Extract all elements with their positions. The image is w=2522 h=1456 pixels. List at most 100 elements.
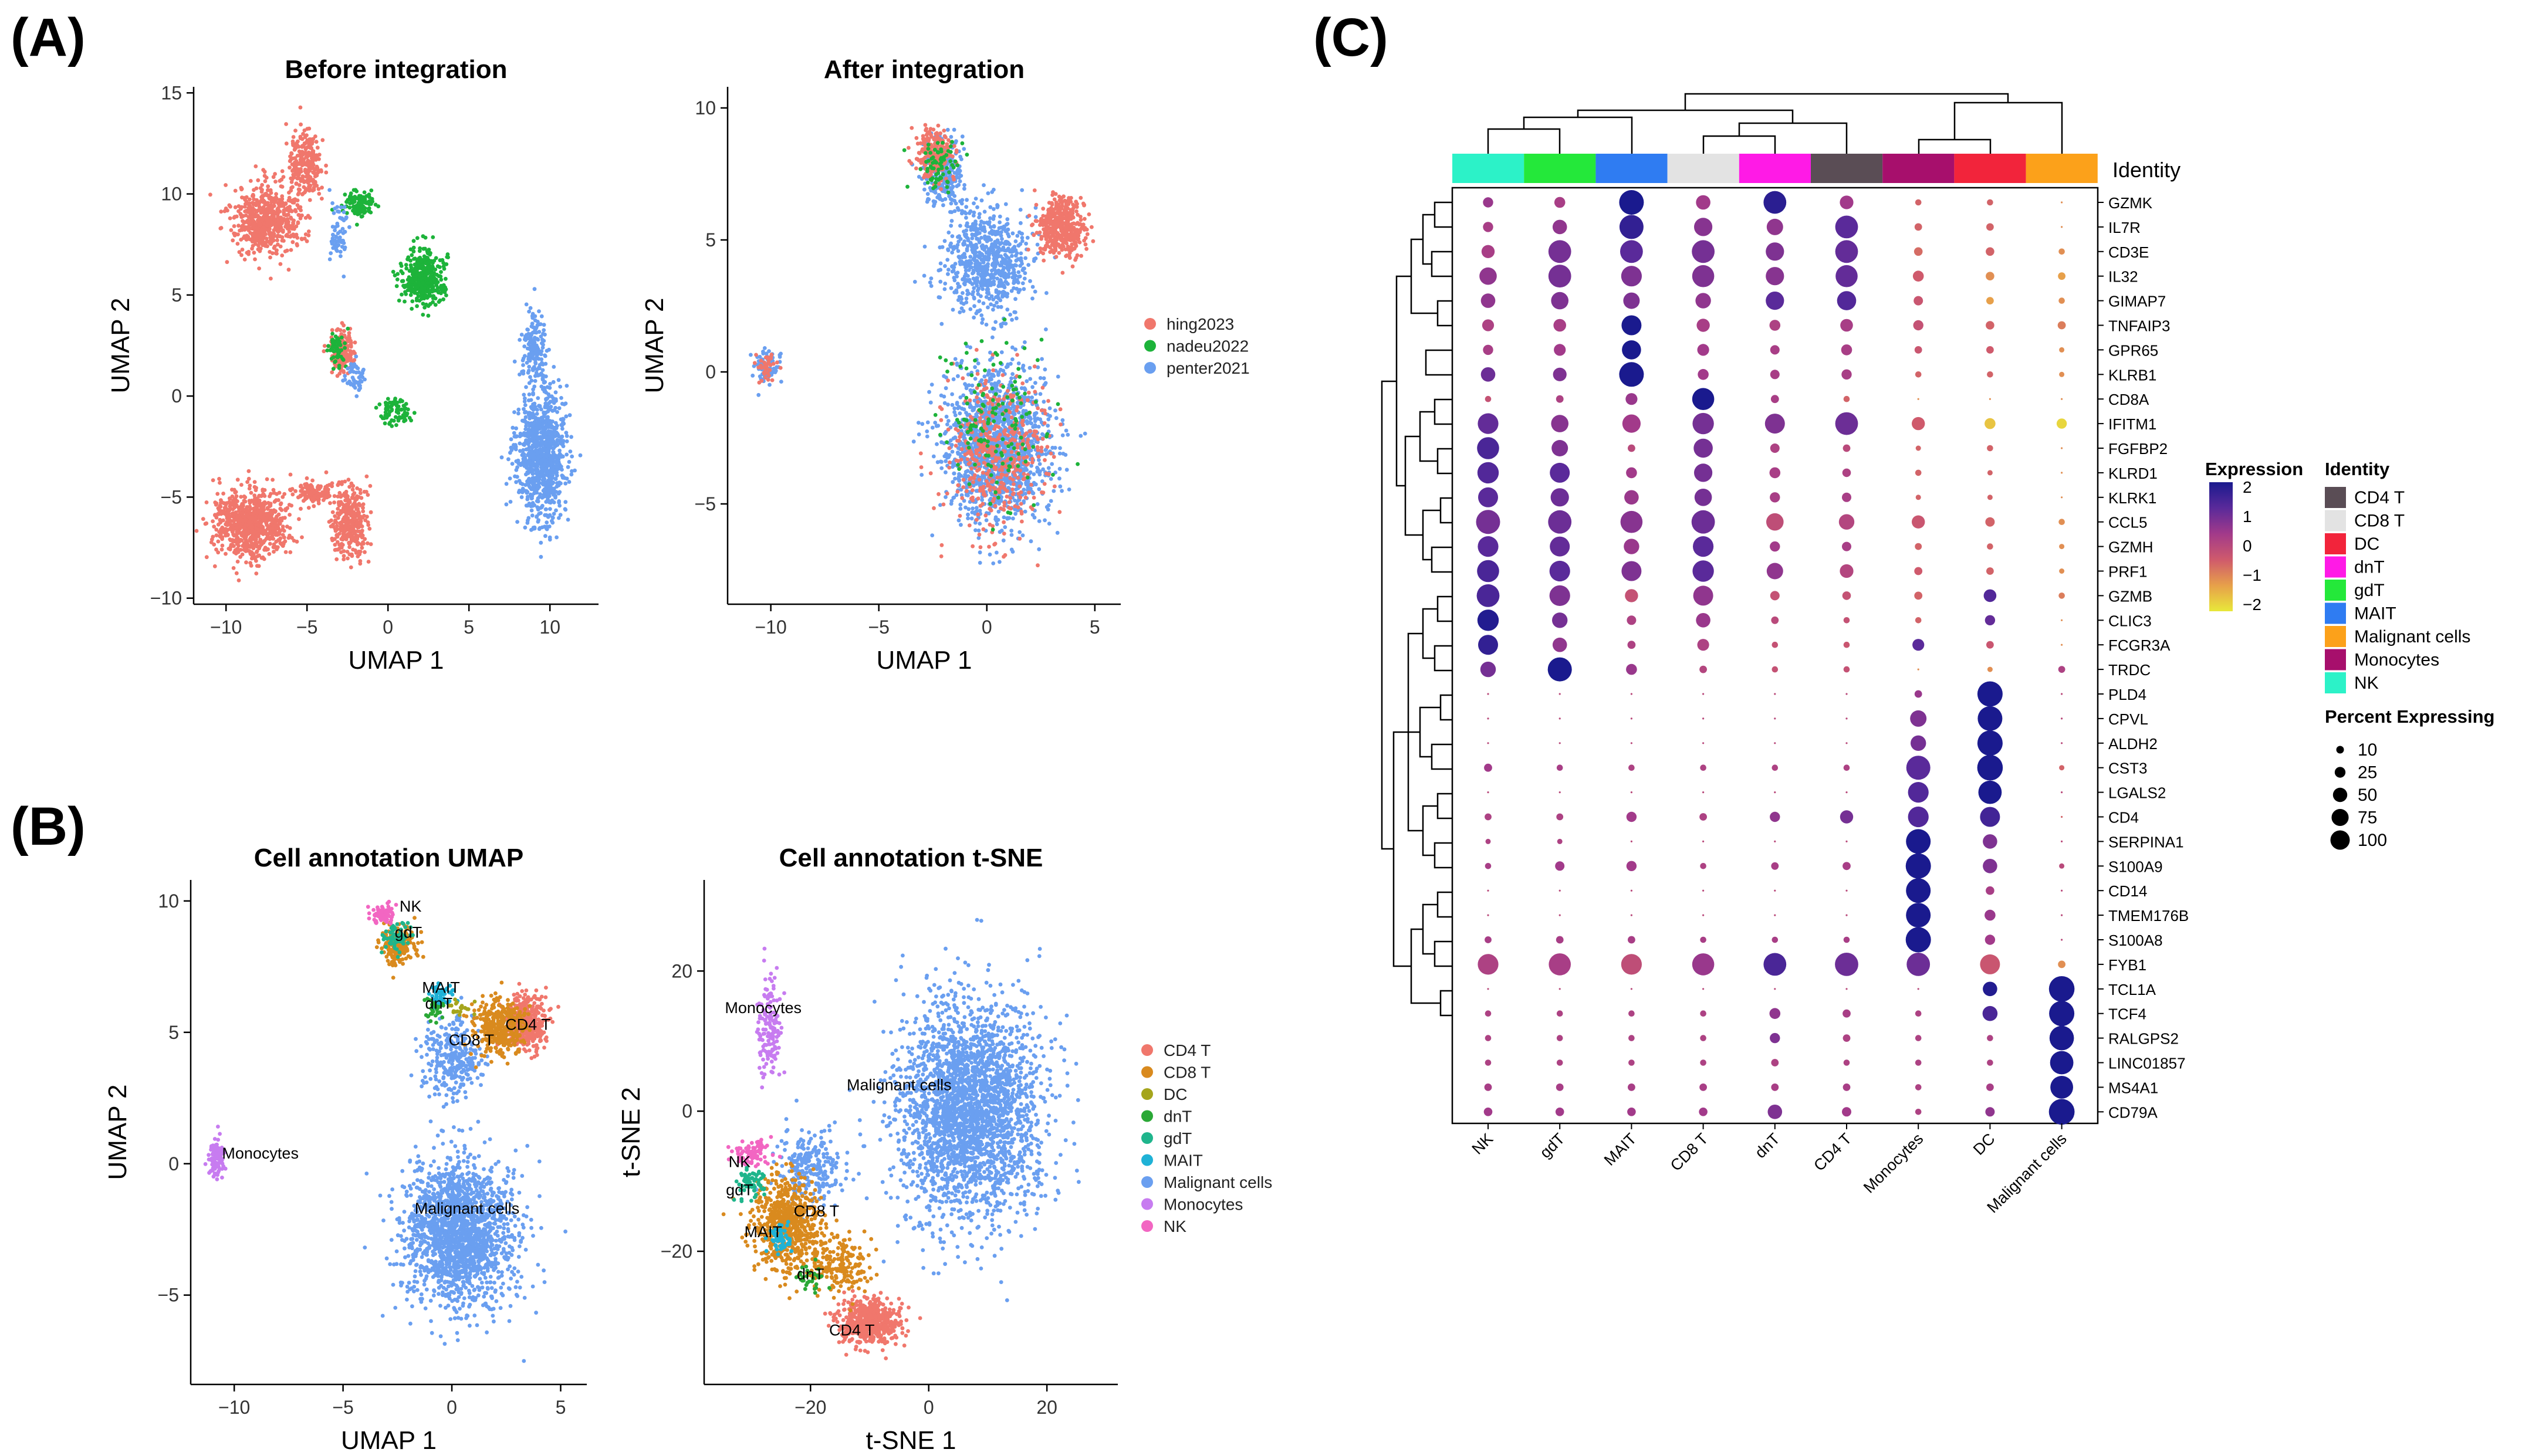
- y-tick-label: −10: [150, 588, 182, 609]
- y-tick-label: 0: [171, 385, 182, 407]
- data-point: [364, 194, 369, 198]
- data-point: [409, 418, 413, 423]
- data-point: [523, 403, 528, 407]
- data-point: [543, 353, 547, 358]
- data-point: [535, 505, 540, 509]
- data-point: [252, 226, 257, 231]
- data-point: [290, 492, 295, 497]
- data-point: [346, 556, 350, 561]
- data-point: [276, 206, 280, 211]
- data-point: [268, 226, 272, 231]
- data-point: [367, 206, 371, 211]
- data-point: [247, 237, 252, 241]
- data-point: [536, 396, 540, 400]
- data-point: [412, 257, 416, 261]
- data-point: [363, 537, 367, 541]
- data-point: [325, 495, 329, 500]
- data-point: [235, 548, 239, 553]
- data-point: [323, 485, 328, 489]
- data-point: [563, 401, 568, 406]
- data-point: [257, 266, 261, 270]
- data-point: [537, 455, 542, 459]
- data-point: [528, 485, 532, 489]
- data-point: [355, 529, 360, 533]
- data-point: [224, 183, 228, 187]
- data-point: [438, 265, 442, 269]
- data-point: [1042, 376, 1046, 381]
- data-point: [360, 197, 365, 201]
- point-cloud-hing2023: [327, 474, 373, 570]
- data-point: [544, 507, 548, 512]
- data-point: [532, 365, 536, 369]
- data-point: [335, 540, 340, 544]
- point-cloud-nadeu2022: [374, 397, 417, 428]
- data-point: [303, 135, 307, 140]
- point-cloud-penter2021: [499, 363, 583, 559]
- data-point: [933, 421, 938, 425]
- data-point: [343, 341, 347, 346]
- data-point: [331, 232, 335, 237]
- data-point: [303, 167, 307, 172]
- data-point: [324, 470, 329, 475]
- data-point: [242, 494, 246, 499]
- data-point: [220, 543, 225, 548]
- data-point: [404, 266, 409, 271]
- data-point: [276, 209, 281, 214]
- data-point: [512, 410, 516, 414]
- data-point: [248, 523, 252, 528]
- data-point: [525, 447, 529, 452]
- data-point: [401, 279, 405, 283]
- data-point: [316, 187, 321, 191]
- data-point: [533, 436, 537, 440]
- data-point: [400, 292, 404, 297]
- data-point: [304, 161, 309, 166]
- data-point: [360, 546, 364, 550]
- data-point: [276, 215, 280, 219]
- data-point: [265, 201, 269, 206]
- data-point: [356, 381, 360, 385]
- data-point: [415, 285, 420, 289]
- data-point: [542, 380, 546, 385]
- data-point: [349, 481, 354, 486]
- data-point: [305, 490, 309, 495]
- data-point: [217, 476, 221, 481]
- data-point: [524, 302, 529, 307]
- data-point: [431, 296, 435, 300]
- data-point: [252, 502, 256, 506]
- data-point: [263, 179, 268, 184]
- data-point: [355, 222, 359, 227]
- data-point: [300, 213, 304, 218]
- data-point: [280, 238, 285, 243]
- data-point: [261, 198, 266, 203]
- data-point: [560, 426, 564, 431]
- data-point: [204, 555, 209, 560]
- data-point: [214, 503, 218, 507]
- data-point: [341, 238, 345, 243]
- data-point: [332, 494, 337, 498]
- data-point: [510, 462, 515, 466]
- data-point: [357, 511, 361, 515]
- data-point: [1043, 367, 1047, 372]
- data-point: [529, 421, 533, 425]
- data-point: [236, 518, 241, 523]
- data-point: [305, 476, 309, 480]
- data-point: [333, 514, 337, 519]
- data-point: [950, 392, 954, 397]
- data-point: [261, 489, 265, 493]
- data-point: [1032, 472, 1036, 476]
- data-point: [256, 247, 261, 252]
- data-point: [273, 172, 277, 176]
- data-point: [259, 189, 264, 194]
- data-point: [342, 210, 346, 214]
- data-point: [283, 516, 287, 520]
- data-point: [277, 531, 282, 536]
- data-point: [952, 406, 957, 411]
- data-point: [229, 228, 234, 232]
- data-point: [423, 246, 427, 251]
- data-point: [249, 515, 253, 520]
- data-point: [300, 137, 305, 141]
- data-point: [265, 477, 269, 482]
- data-point: [369, 510, 373, 514]
- data-point: [269, 239, 274, 244]
- data-point: [549, 485, 553, 490]
